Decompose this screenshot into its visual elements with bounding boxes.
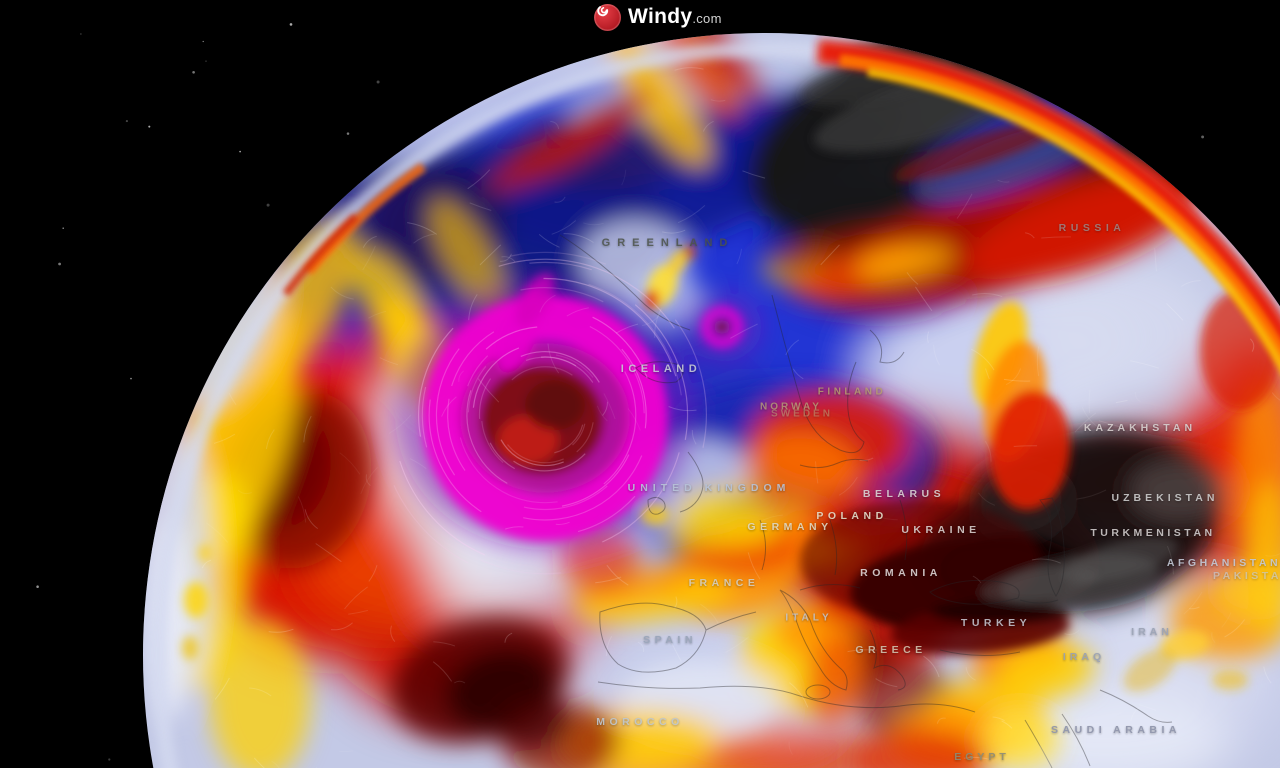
wind-streaks: [201, 67, 1280, 768]
country-borders: [559, 234, 1173, 768]
stars: [36, 23, 1205, 761]
brand-name: Windy.com: [628, 5, 722, 28]
windy-logo-icon: [594, 4, 622, 31]
globe-rim: [151, 39, 1280, 768]
temperature-field-fine: [182, 54, 1280, 692]
globe: [143, 33, 1280, 768]
windy-watermark[interactable]: Windy.com: [594, 3, 722, 32]
brand-tld: .com: [692, 11, 722, 26]
